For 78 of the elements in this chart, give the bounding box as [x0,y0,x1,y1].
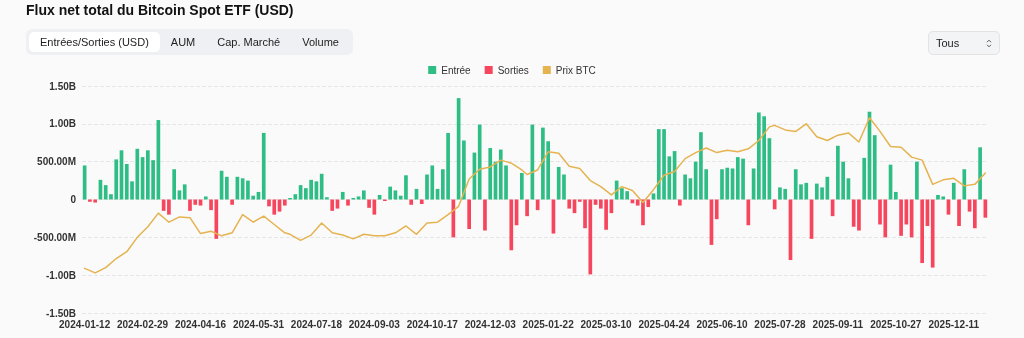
bar [462,140,466,200]
bar [920,199,924,264]
bar [230,199,234,205]
x-tick-label: 2025-12-11 [928,318,980,330]
bar [772,199,777,210]
legend-label: Sorties [497,64,529,76]
bar [930,199,935,268]
bar [893,191,898,200]
bar [899,199,903,236]
bar [915,161,919,200]
legend-label: Entrée [441,64,472,76]
bar [683,174,687,200]
bar [419,199,424,205]
bar [567,199,572,209]
y-tick-label: 500.00M [37,156,76,168]
bar [862,157,867,200]
bar [467,199,471,230]
bar [167,199,171,215]
x-tick-label: 2025-09-11 [812,318,864,330]
x-tick-label: 2025-06-10 [696,318,749,330]
bar [182,184,187,200]
bar [393,190,398,200]
x-tick-label: 2024-01-12 [59,318,111,330]
bar [483,199,487,231]
bar [488,148,493,200]
text: AUM [169,35,197,50]
x-tick-label: 2024-04-16 [174,318,227,330]
bar [172,169,177,200]
legend-label: Prix BTC [555,64,596,76]
x-tick-label: 2025-01-22 [522,318,575,330]
bar [714,199,719,220]
x-tick-label: 2024-12-03 [464,318,517,330]
bar [346,199,350,206]
x-tick-label: 2025-04-24 [638,318,691,330]
y-tick-label: -1.50B [45,307,76,319]
bar [356,196,361,200]
x-tick-label: 2024-05-31 [232,318,285,330]
bar [525,199,529,217]
bar [203,196,208,200]
x-tick-label: 2025-03-10 [580,318,633,330]
x-tick-label: 2024-10-17 [406,318,459,330]
x-tick-label: 2025-10-27 [870,318,922,330]
y-tick-label: 1.50B [49,80,76,92]
bar [519,173,524,200]
line-series [83,117,987,274]
bar [651,193,656,200]
bar [957,199,961,226]
bar [951,182,956,200]
x-tick-label: 2025-07-28 [754,318,806,330]
bar [388,186,392,200]
text: Cap. Marché [216,35,282,50]
bar [678,199,682,206]
bar [282,199,287,206]
chart-title: Flux net total du Bitcoin Spot ETF (USD) [26,2,294,18]
bar [509,199,514,251]
x-tick-label: 2024-07-18 [290,318,343,330]
y-tick-label: 0 [70,194,77,205]
bar [177,190,182,200]
bar [340,191,345,200]
bar [978,147,982,200]
text: Volume [301,35,340,50]
y-tick-label: -1.00B [45,269,76,281]
bar [330,199,335,211]
bar [972,199,977,229]
bar [872,135,877,200]
y-tick-label: -500.00M [33,231,76,243]
bar [477,124,482,200]
bar [361,190,366,200]
text: Tous [936,37,960,49]
bar [261,132,266,200]
bar [962,169,967,200]
bar [409,199,414,205]
bar [225,176,229,200]
x-tick-label: 2024-02-29 [117,318,169,330]
x-tick-label: 2024-09-03 [348,318,401,330]
y-tick-label: 1.00B [49,118,76,130]
text: Entrées/Sorties (USD) [29,32,160,52]
bar [746,199,751,226]
